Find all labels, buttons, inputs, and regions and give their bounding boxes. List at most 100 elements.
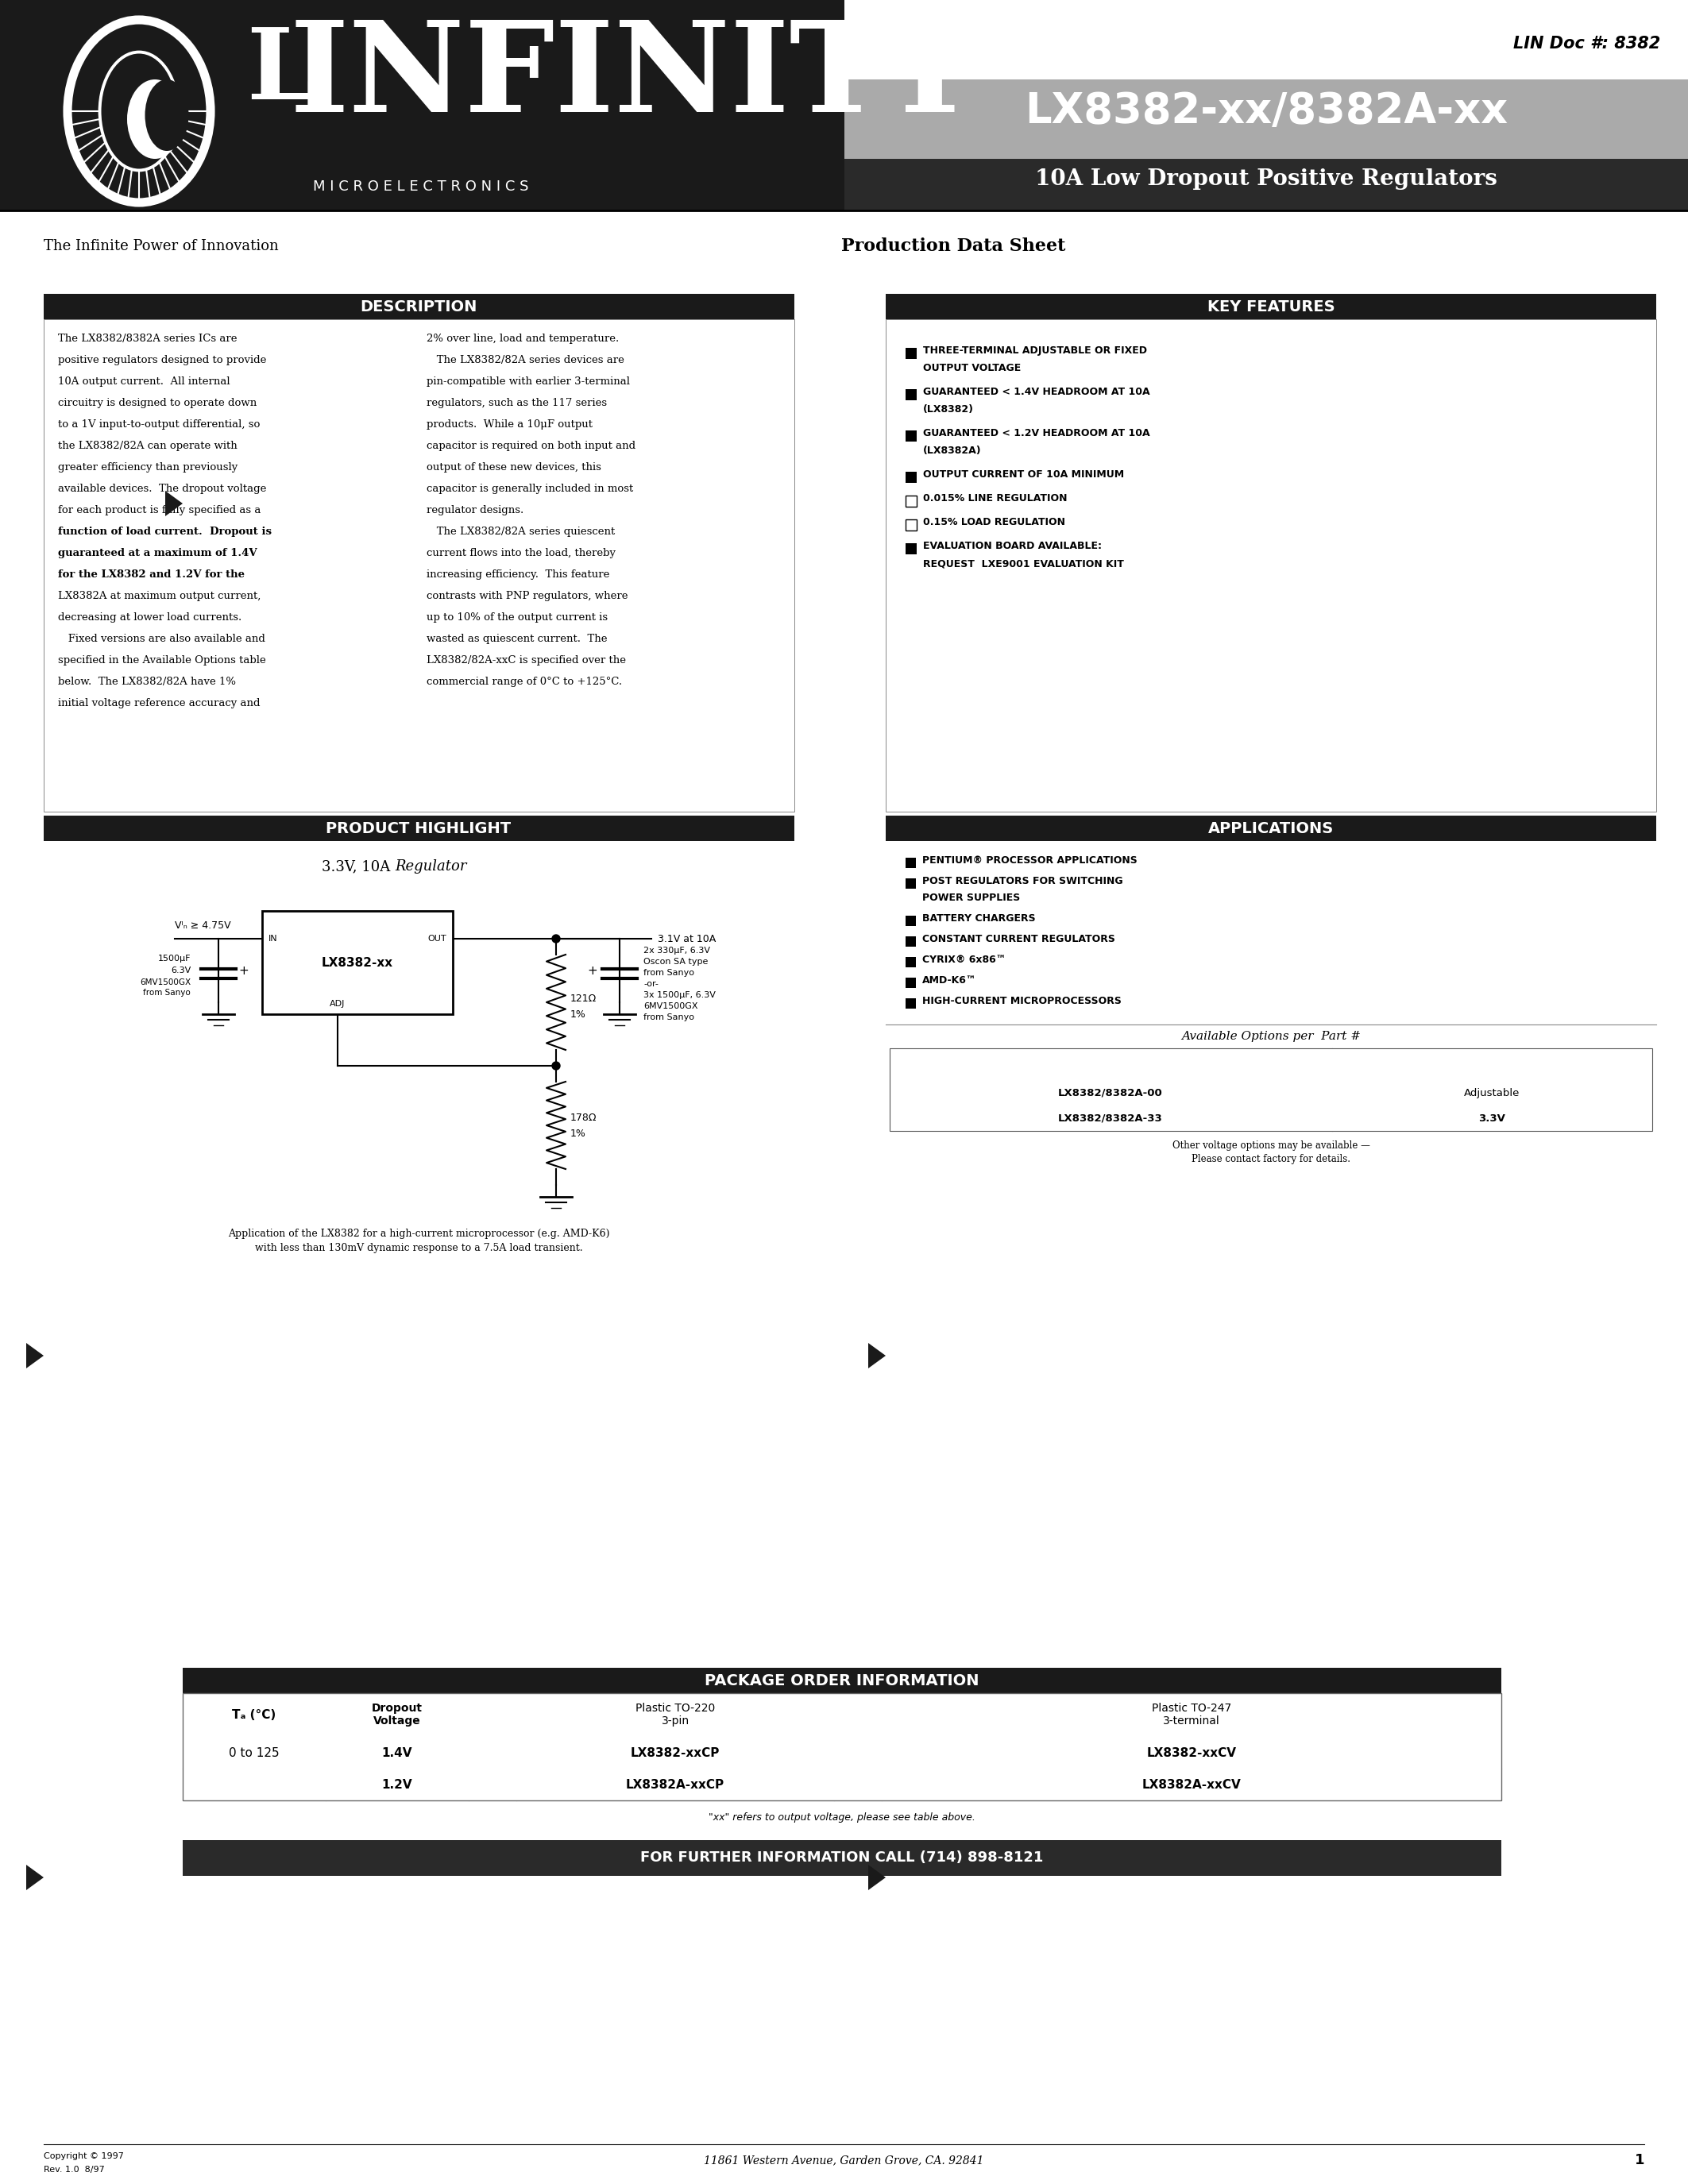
- Text: up to 10% of the output current is: up to 10% of the output current is: [427, 612, 608, 622]
- Text: for the LX8382 and 1.2V for the: for the LX8382 and 1.2V for the: [57, 570, 245, 579]
- Polygon shape: [165, 491, 182, 515]
- Text: Application of the LX8382 for a high-current microprocessor (e.g. AMD-K6): Application of the LX8382 for a high-cur…: [228, 1230, 609, 1238]
- Text: LX8382/8382A-00: LX8382/8382A-00: [1058, 1088, 1163, 1099]
- Text: The LX8382/82A series quiescent: The LX8382/82A series quiescent: [427, 526, 614, 537]
- Text: The LX8382/82A series devices are: The LX8382/82A series devices are: [427, 356, 625, 365]
- Text: decreasing at lower load currents.: decreasing at lower load currents.: [57, 612, 241, 622]
- Text: regulators, such as the 117 series: regulators, such as the 117 series: [427, 397, 608, 408]
- Circle shape: [552, 1061, 560, 1070]
- Text: 10A Low Dropout Positive Regulators: 10A Low Dropout Positive Regulators: [1035, 168, 1497, 190]
- Text: GUARANTEED < 1.4V HEADROOM AT 10A: GUARANTEED < 1.4V HEADROOM AT 10A: [923, 387, 1150, 397]
- Text: AMD-K6™: AMD-K6™: [922, 976, 977, 985]
- Text: contrasts with PNP regulators, where: contrasts with PNP regulators, where: [427, 592, 628, 601]
- Bar: [834, 1693, 881, 1736]
- Text: Voltage: Voltage: [1469, 1066, 1516, 1077]
- Text: CYRIX® 6x86™: CYRIX® 6x86™: [922, 954, 1006, 965]
- Bar: [844, 0, 1688, 79]
- Bar: [905, 858, 917, 867]
- Bar: [0, 0, 844, 210]
- Bar: [182, 1669, 1501, 1693]
- Text: KEY FEATURES: KEY FEATURES: [1207, 299, 1335, 314]
- Text: LX8382A-xxCP: LX8382A-xxCP: [626, 1778, 724, 1791]
- Text: LX8382-xx: LX8382-xx: [322, 957, 393, 968]
- Text: Output: Output: [1470, 1053, 1514, 1064]
- Text: Other voltage options may be available —: Other voltage options may be available —: [1171, 1140, 1371, 1151]
- Text: Voltage: Voltage: [373, 1714, 420, 1728]
- Text: Available Options per  Part #: Available Options per Part #: [1182, 1031, 1361, 1042]
- Text: from Sanyo: from Sanyo: [143, 989, 191, 996]
- Bar: [182, 1841, 1501, 1876]
- Text: V: V: [851, 1706, 864, 1723]
- Text: "xx" refers to output voltage, please see table above.: "xx" refers to output voltage, please se…: [709, 1813, 976, 1824]
- Text: Tₐ (°C): Tₐ (°C): [233, 1708, 277, 1721]
- Text: -or-: -or-: [643, 981, 658, 987]
- Text: 10A output current.  All internal: 10A output current. All internal: [57, 376, 230, 387]
- Text: regulator designs.: regulator designs.: [427, 505, 523, 515]
- Text: The Infinite Power of Innovation: The Infinite Power of Innovation: [44, 238, 279, 253]
- Text: LX8382A at maximum output current,: LX8382A at maximum output current,: [57, 592, 262, 601]
- Text: guaranteed at a maximum of 1.4V: guaranteed at a maximum of 1.4V: [57, 548, 257, 559]
- Bar: [886, 815, 1656, 841]
- Text: initial voltage reference accuracy and: initial voltage reference accuracy and: [57, 699, 260, 708]
- Text: 1: 1: [1634, 2153, 1644, 2167]
- Text: available devices.  The dropout voltage: available devices. The dropout voltage: [57, 483, 267, 494]
- Text: function of load current.  Dropout is: function of load current. Dropout is: [57, 526, 272, 537]
- Bar: [844, 79, 1688, 159]
- Text: FOR FURTHER INFORMATION CALL (714) 898-8121: FOR FURTHER INFORMATION CALL (714) 898-8…: [640, 1850, 1043, 1865]
- Text: 1.2V: 1.2V: [381, 1778, 412, 1791]
- Bar: [262, 911, 452, 1013]
- Text: ADJ: ADJ: [329, 1000, 346, 1007]
- Bar: [905, 998, 917, 1009]
- Text: 1.4V: 1.4V: [381, 1747, 412, 1758]
- Text: the LX8382/82A can operate with: the LX8382/82A can operate with: [57, 441, 238, 452]
- Bar: [44, 295, 795, 319]
- Text: 11861 Western Avenue, Garden Grove, CA. 92841: 11861 Western Avenue, Garden Grove, CA. …: [704, 2156, 984, 2167]
- Text: positive regulators designed to provide: positive regulators designed to provide: [57, 356, 267, 365]
- Text: Adjustable: Adjustable: [1463, 1088, 1519, 1099]
- Text: OUT: OUT: [427, 935, 446, 943]
- Text: 3-terminal: 3-terminal: [1163, 1714, 1220, 1728]
- Bar: [905, 957, 917, 968]
- Text: INFINITY: INFINITY: [290, 15, 976, 138]
- Bar: [905, 389, 917, 400]
- Bar: [890, 1048, 1653, 1131]
- Text: (LX8382): (LX8382): [923, 404, 974, 415]
- Text: commercial range of 0°C to +125°C.: commercial range of 0°C to +125°C.: [427, 677, 623, 688]
- Bar: [905, 544, 917, 555]
- Bar: [44, 319, 795, 812]
- Text: 3.3V: 3.3V: [1479, 1114, 1506, 1123]
- Text: 0.15% LOAD REGULATION: 0.15% LOAD REGULATION: [923, 518, 1065, 526]
- Text: 1%: 1%: [571, 1009, 586, 1020]
- Bar: [182, 1736, 1501, 1769]
- Bar: [905, 937, 917, 946]
- Text: 178Ω: 178Ω: [571, 1112, 598, 1123]
- Text: REQUEST  LXE9001 EVALUATION KIT: REQUEST LXE9001 EVALUATION KIT: [923, 559, 1124, 568]
- Text: LX8382/8382A-33: LX8382/8382A-33: [1058, 1114, 1163, 1123]
- Text: current flows into the load, thereby: current flows into the load, thereby: [427, 548, 616, 559]
- Bar: [182, 1693, 1501, 1736]
- Bar: [182, 1769, 1501, 1800]
- Text: L: L: [246, 24, 316, 120]
- Text: 3.1V at 10A: 3.1V at 10A: [658, 933, 716, 943]
- Bar: [886, 319, 1656, 812]
- Text: Plastic TO-247: Plastic TO-247: [1151, 1704, 1231, 1714]
- Text: POWER SUPPLIES: POWER SUPPLIES: [922, 893, 1020, 902]
- Text: M I C R O E L E C T R O N I C S: M I C R O E L E C T R O N I C S: [314, 179, 528, 194]
- Polygon shape: [27, 1343, 44, 1369]
- Text: 6.3V: 6.3V: [170, 968, 191, 974]
- Text: Regulator: Regulator: [395, 858, 466, 874]
- Text: Vᴵₙ ≥ 4.75V: Vᴵₙ ≥ 4.75V: [176, 919, 231, 930]
- Text: LX8382A-xxCV: LX8382A-xxCV: [1143, 1778, 1241, 1791]
- Text: Rev. 1.0  8/97: Rev. 1.0 8/97: [44, 2167, 105, 2173]
- Text: pin-compatible with earlier 3-terminal: pin-compatible with earlier 3-terminal: [427, 376, 630, 387]
- Text: Production Data Sheet: Production Data Sheet: [841, 238, 1065, 256]
- Text: +: +: [587, 965, 598, 976]
- Text: LIN Doc #: 8382: LIN Doc #: 8382: [1512, 35, 1661, 52]
- Text: PENTIUM® PROCESSOR APPLICATIONS: PENTIUM® PROCESSOR APPLICATIONS: [922, 856, 1138, 865]
- Text: (LX8382A): (LX8382A): [923, 446, 981, 456]
- Polygon shape: [27, 1865, 44, 1889]
- Bar: [905, 978, 917, 987]
- Text: P: P: [486, 1706, 500, 1723]
- Text: THREE-TERMINAL ADJUSTABLE OR FIXED: THREE-TERMINAL ADJUSTABLE OR FIXED: [923, 345, 1148, 356]
- Text: products.  While a 10μF output: products. While a 10μF output: [427, 419, 592, 430]
